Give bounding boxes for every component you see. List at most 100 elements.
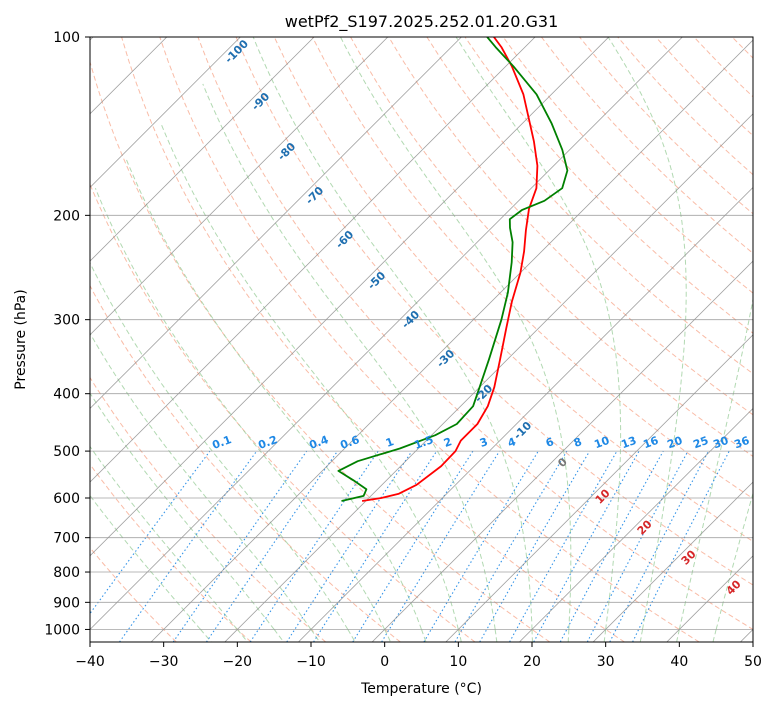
grid-layer xyxy=(90,37,753,642)
mixing-ratio-label: 6 xyxy=(544,435,556,450)
moist-adiabat xyxy=(94,188,392,642)
mixing-ratio-label: 0.4 xyxy=(307,433,330,452)
isotherm xyxy=(90,37,241,188)
y-tick-label: 900 xyxy=(53,595,80,611)
isotherm xyxy=(445,334,753,642)
dry-adiabat xyxy=(90,546,177,642)
moist-adiabat xyxy=(712,491,753,642)
mixing-ratio-label: 1.5 xyxy=(412,433,435,452)
dry-adiabat xyxy=(388,37,753,416)
dry-adiabat xyxy=(159,37,700,642)
x-tick-label: −30 xyxy=(149,654,179,670)
y-tick-label: 300 xyxy=(53,313,80,329)
y-tick-label: 1000 xyxy=(44,622,80,638)
dry-adiabat xyxy=(121,37,625,642)
isotherm xyxy=(224,113,753,642)
x-axis-label: Temperature (°C) xyxy=(360,681,482,697)
x-tick-label: 20 xyxy=(523,654,541,670)
moist-adiabat xyxy=(160,123,462,642)
mixing-ratio-label: 20 xyxy=(665,434,684,452)
mixing-ratio-label: 36 xyxy=(732,434,751,452)
mixing-ratio-line xyxy=(119,450,258,642)
mixing-ratio-line xyxy=(286,450,413,642)
dewpoint-profile-line xyxy=(337,37,569,502)
mixing-ratio-line xyxy=(172,450,308,642)
dry-adiabat xyxy=(311,37,753,500)
moist-adiabat xyxy=(676,296,753,642)
mixing-ratio-line xyxy=(381,450,500,642)
mixing-ratio-label: 8 xyxy=(572,435,584,450)
mixing-ratio-line xyxy=(559,450,664,642)
mixing-ratio-line xyxy=(205,450,338,642)
moist-adiabat xyxy=(202,83,498,642)
y-tick-label: 600 xyxy=(53,491,80,507)
isotherm xyxy=(298,186,753,642)
isotherm xyxy=(90,37,315,262)
mixing-ratio-label: 10 xyxy=(592,434,611,452)
isotherm xyxy=(592,481,753,642)
moist-adiabat xyxy=(90,392,285,642)
isotherm xyxy=(150,39,753,642)
dry-adiabat xyxy=(502,37,753,294)
plot-frame xyxy=(89,36,754,643)
mixing-ratio-label: 0.1 xyxy=(210,433,233,452)
moist-adiabat xyxy=(90,332,320,642)
isotherm xyxy=(90,37,683,630)
moist-adiabat xyxy=(340,37,572,642)
isotherm xyxy=(90,37,610,557)
isotherm xyxy=(90,37,462,409)
x-tick-label: 10 xyxy=(449,654,467,670)
x-tick-label: 0 xyxy=(380,654,389,670)
y-tick-label: 500 xyxy=(53,444,80,460)
x-tick-label: −10 xyxy=(296,654,326,670)
dry-adiabat xyxy=(90,376,327,642)
isotherm xyxy=(90,37,389,336)
x-tick-label: 30 xyxy=(597,654,615,670)
y-tick-label: 200 xyxy=(53,208,80,224)
mixing-ratio-line xyxy=(533,450,640,642)
mixing-ratio-label: 30 xyxy=(711,434,730,452)
chart-title: wetPf2_S197.2025.252.01.20.G31 xyxy=(285,12,559,32)
x-tick-label: −40 xyxy=(75,654,105,670)
y-tick-label: 800 xyxy=(53,565,80,581)
mixing-ratio-line xyxy=(313,450,438,642)
dry-adiabat xyxy=(90,182,476,642)
mixing-ratio-line xyxy=(352,450,474,642)
mixing-ratio-line xyxy=(249,450,379,642)
mixing-ratio-label: 0.6 xyxy=(338,433,361,452)
moist-adiabat xyxy=(125,157,427,642)
temperature-profile-line xyxy=(361,37,539,502)
mixing-ratio-label: 1 xyxy=(384,435,396,450)
moist-adiabat xyxy=(90,445,249,642)
x-tick-label: 50 xyxy=(744,654,762,670)
dry-adiabat xyxy=(90,463,252,642)
dry-adiabat xyxy=(90,60,551,642)
isotherm xyxy=(371,260,753,642)
mixing-ratio-label: 3 xyxy=(478,435,490,450)
plot-background xyxy=(90,37,753,642)
dry-adiabat xyxy=(235,37,753,586)
moist-adiabat xyxy=(455,37,622,642)
isotherm xyxy=(90,37,536,483)
axes: −40 −30 −20 −10 0 10 20 30 40 5010020030040050060… xyxy=(44,30,762,670)
mixing-ratio-label: 13 xyxy=(619,434,638,451)
mixing-ratio-label: 25 xyxy=(691,434,710,451)
data-layer xyxy=(337,37,569,502)
dry-adiabat xyxy=(197,37,753,630)
moist-adiabat xyxy=(90,494,212,642)
mixing-ratio-label: 4 xyxy=(506,435,518,450)
mixing-ratio-label: 2 xyxy=(442,435,454,450)
isotherm xyxy=(519,407,753,642)
dry-adiabat xyxy=(426,37,753,375)
moist-adiabat xyxy=(607,37,687,642)
x-tick-label: 40 xyxy=(670,654,688,670)
mixing-ratio-label: 16 xyxy=(641,434,660,452)
mixing-ratio-line xyxy=(90,450,211,615)
x-tick-label: −20 xyxy=(223,654,253,670)
mixing-ratio-line xyxy=(509,450,618,642)
y-tick-label: 100 xyxy=(53,30,80,46)
y-axis-label: Pressure (hPa) xyxy=(13,289,29,389)
mixing-ratio-line xyxy=(632,450,730,642)
y-tick-label: 700 xyxy=(53,531,80,547)
